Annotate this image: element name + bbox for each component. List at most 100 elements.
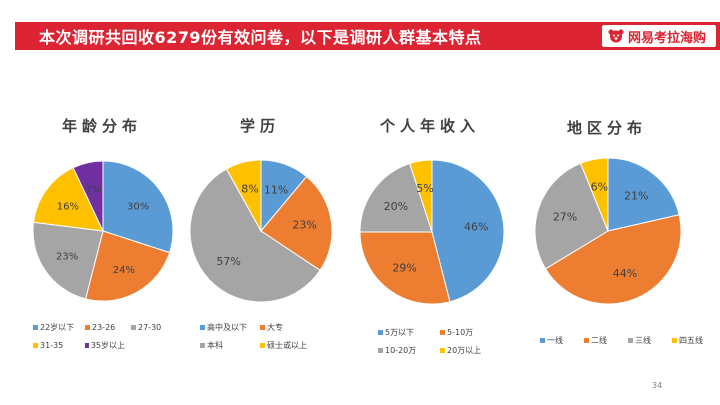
pie-slice-age-1 xyxy=(84,230,171,302)
legend-label: 本科 xyxy=(207,341,223,350)
slice-label-age-4: 7% xyxy=(86,185,102,196)
legend-age: 22岁以下 23-26 27-30 31-35 35岁以上 xyxy=(33,322,171,351)
slice-label-age-2: 23% xyxy=(56,251,78,262)
legend-swatch xyxy=(440,348,445,353)
legend-item-age-3: 31-35 xyxy=(33,340,79,351)
pie-slice-income-1 xyxy=(359,231,451,305)
legend-swatch xyxy=(200,343,205,348)
legend-item-education-0: 高中及以下 xyxy=(200,322,254,333)
pie-education: 11% 23% 57% 8% xyxy=(189,159,333,303)
legend-item-region-0: 一线 xyxy=(540,335,578,346)
pie-slice-income-3 xyxy=(409,159,433,233)
slice-label-income-0: 46% xyxy=(464,220,488,233)
legend-swatch xyxy=(628,338,633,343)
chart-title-age: 年龄分布 xyxy=(61,117,142,135)
legend-swatch xyxy=(85,325,90,330)
legend-swatch xyxy=(672,338,677,343)
legend-item-education-1: 大专 xyxy=(260,322,316,333)
pie-slice-region-3 xyxy=(579,157,609,232)
pie-slice-age-0 xyxy=(102,160,174,254)
legend-label: 二线 xyxy=(591,336,607,345)
slice-label-income-1: 29% xyxy=(392,261,416,274)
slice-label-education-3: 8% xyxy=(241,182,258,195)
legend-region: 一线 二线 三线 四五线 xyxy=(540,335,712,346)
koala-icon xyxy=(608,29,624,43)
legend-label: 23-26 xyxy=(92,323,116,332)
legend-item-region-1: 二线 xyxy=(584,335,622,346)
slice-label-age-3: 16% xyxy=(57,201,79,212)
pie-slice-education-2 xyxy=(189,168,321,303)
legend-label: 22岁以下 xyxy=(40,323,75,332)
legend-swatch xyxy=(33,343,38,348)
pie-age: 30% 24% 23% 16% 7% xyxy=(32,160,174,302)
brand-logo: 网易考拉海购 xyxy=(601,25,716,47)
legend-swatch xyxy=(540,338,545,343)
legend-swatch xyxy=(33,325,38,330)
legend-label: 31-35 xyxy=(40,341,64,350)
legend-label: 高中及以下 xyxy=(207,323,247,332)
legend-item-region-2: 三线 xyxy=(628,335,666,346)
legend-item-age-0: 22岁以下 xyxy=(33,322,79,333)
legend-item-age-1: 23-26 xyxy=(85,322,125,333)
pie-slice-age-4 xyxy=(72,160,104,232)
legend-swatch xyxy=(378,348,383,353)
legend-swatch xyxy=(260,343,265,348)
slice-label-age-1: 24% xyxy=(113,265,135,276)
pie-slice-education-3 xyxy=(225,159,262,233)
legend-item-income-2: 10-20万 xyxy=(378,345,434,356)
pie-slice-region-2 xyxy=(534,162,609,270)
legend-income: 5万以下 5-10万 10-20万 20万以上 xyxy=(378,327,492,356)
slice-label-education-2: 57% xyxy=(216,255,240,268)
legend-swatch xyxy=(200,325,205,330)
slice-label-income-3: 5% xyxy=(416,182,433,195)
slice-label-education-1: 23% xyxy=(292,219,316,232)
slice-label-education-0: 11% xyxy=(264,184,288,197)
legend-swatch xyxy=(131,325,136,330)
page-number: 34 xyxy=(652,381,663,390)
pie-slice-age-2 xyxy=(32,221,104,300)
header-bar: 本次调研共回收6279份有效问卷，以下是调研人群基本特点 网易考拉海购 xyxy=(15,22,720,50)
pie-slice-education-1 xyxy=(260,175,333,272)
legend-label: 硕士或以上 xyxy=(267,341,307,350)
legend-label: 5万以下 xyxy=(385,328,415,337)
legend-label: 三线 xyxy=(635,336,651,345)
slice-label-income-2: 20% xyxy=(384,200,408,213)
slice-label-region-0: 21% xyxy=(624,190,648,203)
legend-item-income-0: 5万以下 xyxy=(378,327,434,338)
pie-region: 21% 44% 27% 6% xyxy=(534,157,682,305)
legend-label: 20万以上 xyxy=(447,346,482,355)
legend-label: 一线 xyxy=(547,336,563,345)
slice-label-region-1: 44% xyxy=(613,267,637,280)
pie-slice-region-1 xyxy=(544,214,682,305)
legend-swatch xyxy=(260,325,265,330)
page-title: 本次调研共回收6279份有效问卷，以下是调研人群基本特点 xyxy=(39,28,482,47)
pie-slice-age-3 xyxy=(32,166,104,232)
legend-label: 27-30 xyxy=(138,323,162,332)
legend-item-education-2: 本科 xyxy=(200,340,254,351)
pie-slice-region-0 xyxy=(607,157,680,232)
legend-label: 5-10万 xyxy=(447,328,474,337)
legend-label: 四五线 xyxy=(679,336,703,345)
legend-item-income-1: 5-10万 xyxy=(440,327,492,338)
legend-swatch xyxy=(440,330,445,335)
chart-title-region: 地区分布 xyxy=(566,119,647,137)
brand-name: 网易考拉海购 xyxy=(627,30,706,46)
legend-label: 大专 xyxy=(267,323,283,332)
legend-item-region-3: 四五线 xyxy=(672,335,712,346)
pie-slice-income-2 xyxy=(359,162,433,233)
legend-swatch xyxy=(378,330,383,335)
legend-swatch xyxy=(584,338,589,343)
chart-title-income: 个人年收入 xyxy=(379,117,480,135)
legend-item-income-3: 20万以上 xyxy=(440,345,492,356)
pie-slice-income-0 xyxy=(431,159,505,303)
legend-education: 高中及以下 大专本科 硕士或以上 xyxy=(200,322,316,351)
legend-item-age-4: 35岁以上 xyxy=(85,340,125,351)
pie-income: 46% 29% 20% 5% xyxy=(359,159,505,305)
legend-label: 35岁以上 xyxy=(90,341,125,350)
slice-label-region-2: 27% xyxy=(553,211,577,224)
legend-item-education-3: 硕士或以上 xyxy=(260,340,316,351)
legend-label: 10-20万 xyxy=(385,346,417,355)
legend-swatch xyxy=(85,343,89,348)
chart-title-education: 学历 xyxy=(239,117,280,135)
